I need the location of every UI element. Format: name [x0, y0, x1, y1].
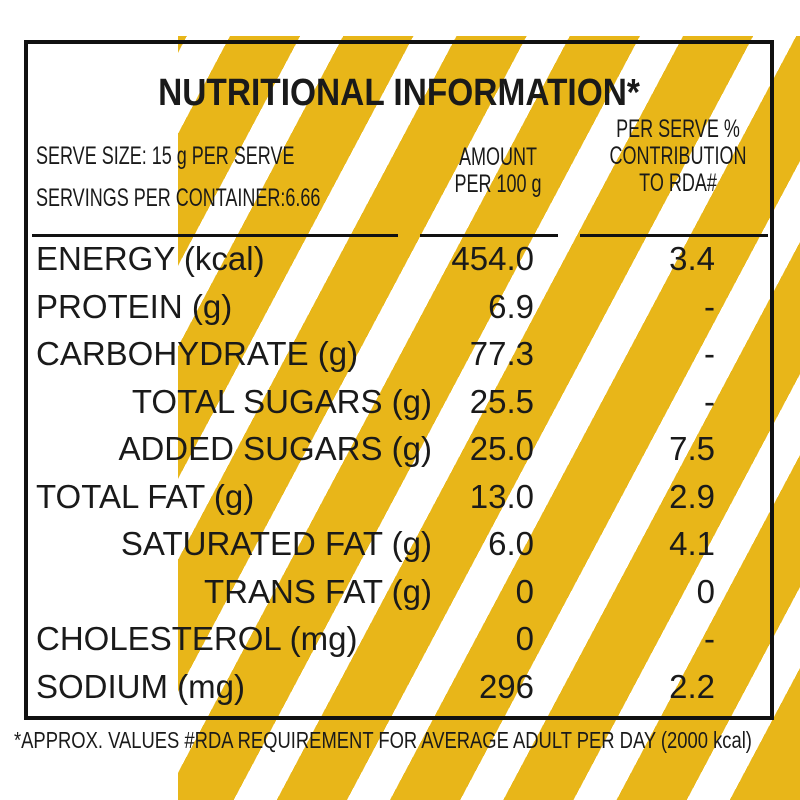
- header-line: PER SERVE %: [616, 115, 740, 143]
- header-line: CONTRIBUTION: [609, 142, 747, 170]
- amount: 296: [478, 667, 534, 705]
- nutrient-row: CARBOHYDRATE (g) 77.3 -: [28, 335, 770, 381]
- nutrient-name: ADDED SUGARS (g): [118, 430, 432, 467]
- nutrient-name: TOTAL SUGARS (g): [131, 382, 432, 420]
- rule: [420, 234, 558, 237]
- nutrient-name: SATURATED FAT (g): [120, 525, 432, 562]
- amount: 0: [515, 572, 534, 610]
- header-line: AMOUNT: [458, 143, 537, 171]
- footnote: *APPROX. VALUES #RDA REQUIREMENT FOR AVE…: [14, 727, 752, 753]
- amount: 6.9: [488, 287, 534, 325]
- rda-percent: -: [704, 620, 715, 657]
- serve-size: SERVE SIZE: 15 g PER SERVE: [36, 142, 295, 170]
- amount: 454.0: [451, 240, 534, 277]
- rule: [32, 234, 398, 237]
- rda-percent: 3.4: [669, 240, 715, 277]
- title: NUTRITIONAL INFORMATION*: [158, 72, 640, 114]
- rda-percent: 2.2: [669, 667, 715, 705]
- amount: 25.5: [469, 382, 534, 420]
- nutrient-name: CARBOHYDRATE (g): [36, 335, 359, 372]
- header-line: PER 100 g: [454, 170, 542, 198]
- rda-percent: 2.9: [669, 477, 715, 515]
- rda-header: PER SERVE % CONTRIBUTION TO RDA#: [606, 116, 750, 197]
- rda-percent: 7.5: [669, 430, 715, 467]
- nutrient-row: SODIUM (mg) 296 2.2: [28, 668, 770, 714]
- nutrient-row: ADDED SUGARS (g) 25.0 7.5: [28, 430, 770, 476]
- nutrient-row: TRANS FAT (g) 0 0: [28, 573, 770, 619]
- background-stripes: [178, 36, 800, 800]
- nutrient-name: PROTEIN (g): [36, 287, 233, 325]
- amount: 0: [515, 620, 534, 657]
- rule: [580, 234, 768, 237]
- nutrient-name: SODIUM (mg): [36, 667, 245, 705]
- nutrient-row: ENERGY (kcal) 454.0 3.4: [28, 240, 770, 286]
- rda-percent: -: [704, 287, 715, 325]
- nutrient-row: SATURATED FAT (g) 6.0 4.1: [28, 525, 770, 571]
- nutrient-name: CHOLESTEROL (mg): [36, 620, 358, 657]
- amount: 6.0: [488, 525, 534, 562]
- amount: 77.3: [469, 335, 534, 372]
- nutrient-name: ENERGY (kcal): [36, 240, 265, 277]
- rda-percent: 0: [696, 572, 715, 610]
- amount: 25.0: [469, 430, 534, 467]
- amount-header: AMOUNT PER 100 g: [433, 144, 563, 198]
- nutrient-name: TOTAL FAT (g): [36, 477, 255, 515]
- servings: SERVINGS PER CONTAINER:6.66: [36, 184, 321, 212]
- nutrient-row: TOTAL SUGARS (g) 25.5 -: [28, 383, 770, 429]
- rda-percent: -: [704, 335, 715, 372]
- nutrient-row: CHOLESTEROL (mg) 0 -: [28, 620, 770, 666]
- nutrient-row: PROTEIN (g) 6.9 -: [28, 288, 770, 334]
- nutrition-table: NUTRITIONAL INFORMATION* SERVE SIZE: 15 …: [24, 40, 774, 720]
- nutrient-name: TRANS FAT (g): [204, 572, 432, 610]
- rda-percent: 4.1: [669, 525, 715, 562]
- header-line: TO RDA#: [639, 169, 717, 197]
- rda-percent: -: [704, 382, 715, 420]
- amount: 13.0: [469, 477, 534, 515]
- nutrient-row: TOTAL FAT (g) 13.0 2.9: [28, 478, 770, 524]
